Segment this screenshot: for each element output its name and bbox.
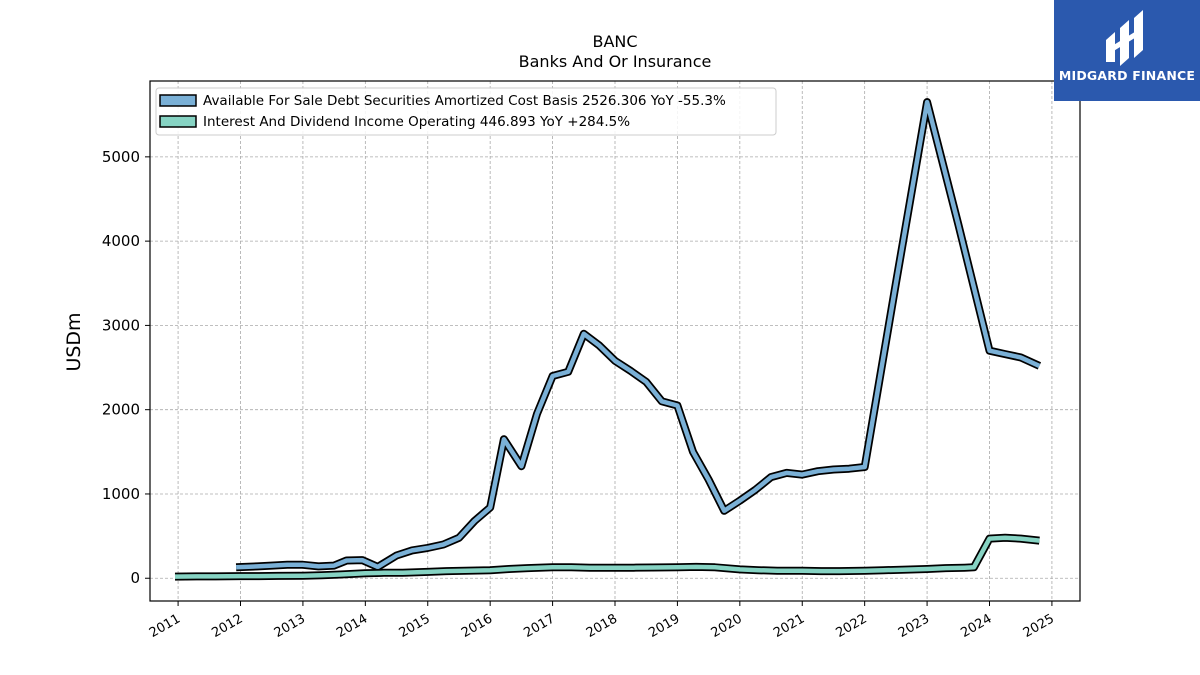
- legend-label-2: Interest And Dividend Income Operating 4…: [203, 114, 630, 130]
- x-tick-label: 2017: [521, 611, 557, 641]
- x-tick-label: 2014: [334, 611, 370, 641]
- y-axis: 0 1000 2000 3000 4000 5000: [102, 148, 150, 587]
- x-tick-label: 2020: [709, 611, 745, 641]
- y-tick-label: 1000: [102, 485, 140, 503]
- x-tick-label: 2025: [1021, 611, 1057, 641]
- y-axis-label: USDm: [63, 312, 85, 371]
- x-tick-label: 2016: [459, 611, 495, 641]
- legend: Available For Sale Debt Securities Amort…: [155, 87, 777, 136]
- series-1-outline: [235, 98, 1042, 572]
- x-tick-label: 2021: [771, 611, 807, 641]
- x-tick-label: 2019: [646, 611, 682, 641]
- chart-title: BANC: [592, 32, 637, 51]
- y-tick-label: 5000: [102, 148, 140, 166]
- y-tick-label: 2000: [102, 401, 140, 419]
- legend-swatch-1: [159, 94, 197, 107]
- series-2-line: [174, 535, 1040, 579]
- series-layer: [174, 98, 1042, 581]
- y-tick-label: 4000: [102, 232, 140, 250]
- legend-swatch-2: [159, 115, 197, 128]
- grid: [150, 81, 1080, 601]
- x-tick-label: 2023: [896, 611, 932, 641]
- chart-subtitle: Banks And Or Insurance: [519, 52, 712, 71]
- x-tick-label: 2022: [834, 611, 870, 641]
- y-tick-label: 3000: [102, 316, 140, 334]
- y-tick-label: 0: [130, 569, 140, 587]
- series-1-line: [236, 99, 1041, 570]
- logo-text: MIDGARD FINANCE: [1058, 68, 1196, 83]
- x-tick-label: 2011: [147, 611, 183, 641]
- midgard-finance-logo: MIDGARD FINANCE: [1054, 0, 1200, 101]
- x-tick-label: 2024: [958, 611, 994, 641]
- x-tick-label: 2018: [584, 611, 620, 641]
- x-tick-label: 2013: [272, 611, 308, 641]
- x-tick-label: 2015: [397, 611, 433, 641]
- legend-label-1: Available For Sale Debt Securities Amort…: [203, 93, 726, 109]
- legend-frame: [155, 87, 777, 136]
- logo-mark-icon: [1106, 10, 1143, 66]
- x-axis: 2011 2012 2013 2014 2015 2016 2017 2018 2019 2020…: [147, 601, 1057, 641]
- x-tick-label: 2012: [209, 611, 245, 641]
